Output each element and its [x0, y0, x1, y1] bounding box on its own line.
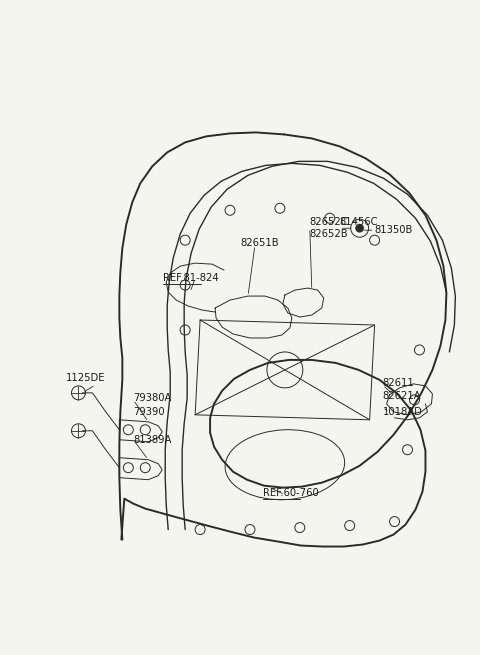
Text: 1018AD: 1018AD: [383, 407, 422, 417]
Text: 82652C: 82652C: [310, 217, 348, 227]
Text: 1125DE: 1125DE: [65, 373, 105, 383]
Text: 79390: 79390: [133, 407, 165, 417]
Text: 79380A: 79380A: [133, 393, 172, 403]
Text: REF.81-824: REF.81-824: [163, 273, 219, 283]
Text: 82651B: 82651B: [240, 238, 278, 248]
Circle shape: [356, 224, 364, 233]
Text: 82611: 82611: [383, 378, 414, 388]
Text: REF.60-760: REF.60-760: [263, 488, 319, 498]
Text: 81389A: 81389A: [133, 435, 172, 445]
Text: 82621A: 82621A: [383, 391, 421, 401]
Text: 82652B: 82652B: [310, 229, 348, 239]
Text: 81456C: 81456C: [340, 217, 378, 227]
Text: 81350B: 81350B: [374, 225, 413, 235]
